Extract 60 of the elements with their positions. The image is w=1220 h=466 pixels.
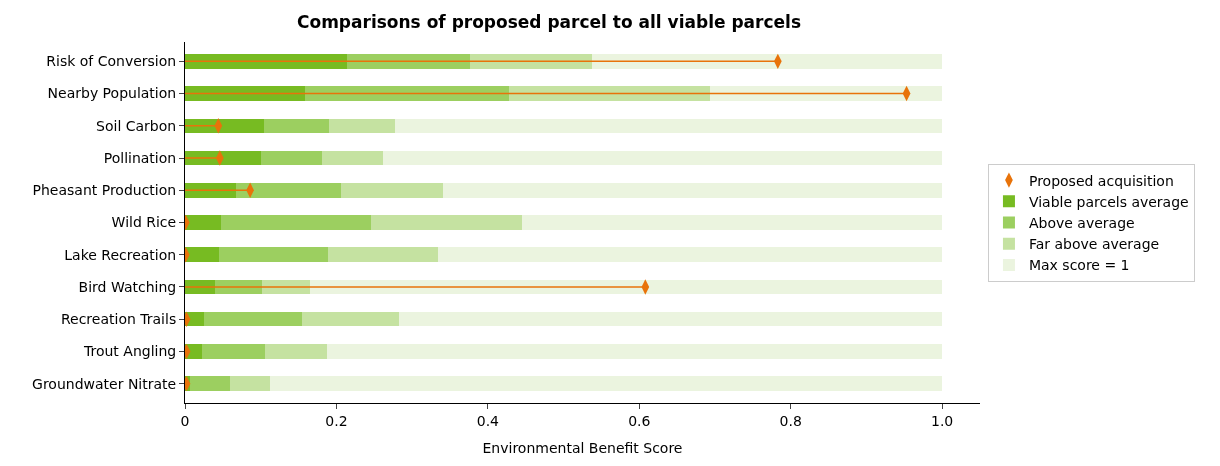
bar (269, 376, 943, 391)
bar (185, 86, 306, 101)
bar (263, 118, 329, 134)
bar (305, 86, 510, 101)
bar (395, 118, 943, 134)
bar (201, 344, 265, 359)
x-tick-label: 0.4 (476, 412, 500, 429)
y-tick-label: Trout Angling (83, 343, 177, 360)
bar (371, 215, 522, 230)
bar (185, 54, 348, 69)
y-tick-label: Wild Rice (111, 214, 177, 231)
bar (189, 376, 231, 391)
y-tick-label: Recreation Trails (60, 311, 177, 328)
bar (328, 247, 438, 262)
bar (322, 150, 383, 166)
x-tick-label: 0 (180, 412, 190, 429)
bar (328, 118, 396, 134)
legend-label: Proposed acquisition (1028, 172, 1174, 189)
bar (709, 86, 943, 101)
bar (260, 150, 323, 166)
bar (347, 54, 470, 69)
bar (509, 86, 710, 101)
legend-label: Far above average (1028, 236, 1160, 253)
bar (219, 247, 329, 262)
x-tick-label: 0.8 (779, 412, 802, 429)
bar (521, 215, 943, 230)
bar (203, 311, 302, 327)
legend-label: Max score = 1 (1028, 257, 1130, 274)
bar (185, 183, 236, 198)
x-tick-label: 1.0 (931, 412, 954, 429)
y-tick-label: Risk of Conversion (46, 53, 177, 70)
x-tick-label: 0.2 (325, 412, 348, 429)
x-tick-label: 0.6 (628, 412, 651, 429)
chart-title: Comparisons of proposed parcel to all viable parcels (296, 12, 802, 33)
y-tick-label: Lake Recreation (64, 246, 177, 263)
y-tick-label: Pollination (103, 149, 177, 166)
x-axis-title: Environmental Benefit Score (482, 440, 683, 457)
y-tick-label: Bird Watching (78, 278, 177, 295)
legend-label: Viable parcels average (1028, 193, 1189, 210)
bar (340, 183, 444, 198)
bar (309, 279, 943, 295)
bar (230, 376, 270, 391)
bar (592, 54, 943, 69)
y-tick-label: Groundwater Nitrate (32, 375, 177, 392)
y-tick-label: Soil Carbon (96, 117, 177, 134)
bar (301, 311, 400, 327)
legend-label: Above average (1028, 214, 1135, 231)
y-tick-label: Pheasant Production (32, 182, 177, 199)
y-tick-label: Nearby Population (47, 85, 177, 102)
bar (382, 150, 943, 166)
bar (443, 183, 943, 198)
bar (185, 215, 221, 230)
bar (185, 247, 220, 262)
bar (437, 247, 943, 262)
bar (399, 311, 943, 327)
bar (264, 344, 327, 359)
bar (235, 183, 341, 198)
bar (469, 54, 593, 69)
bar (220, 215, 372, 230)
bar (326, 344, 943, 359)
